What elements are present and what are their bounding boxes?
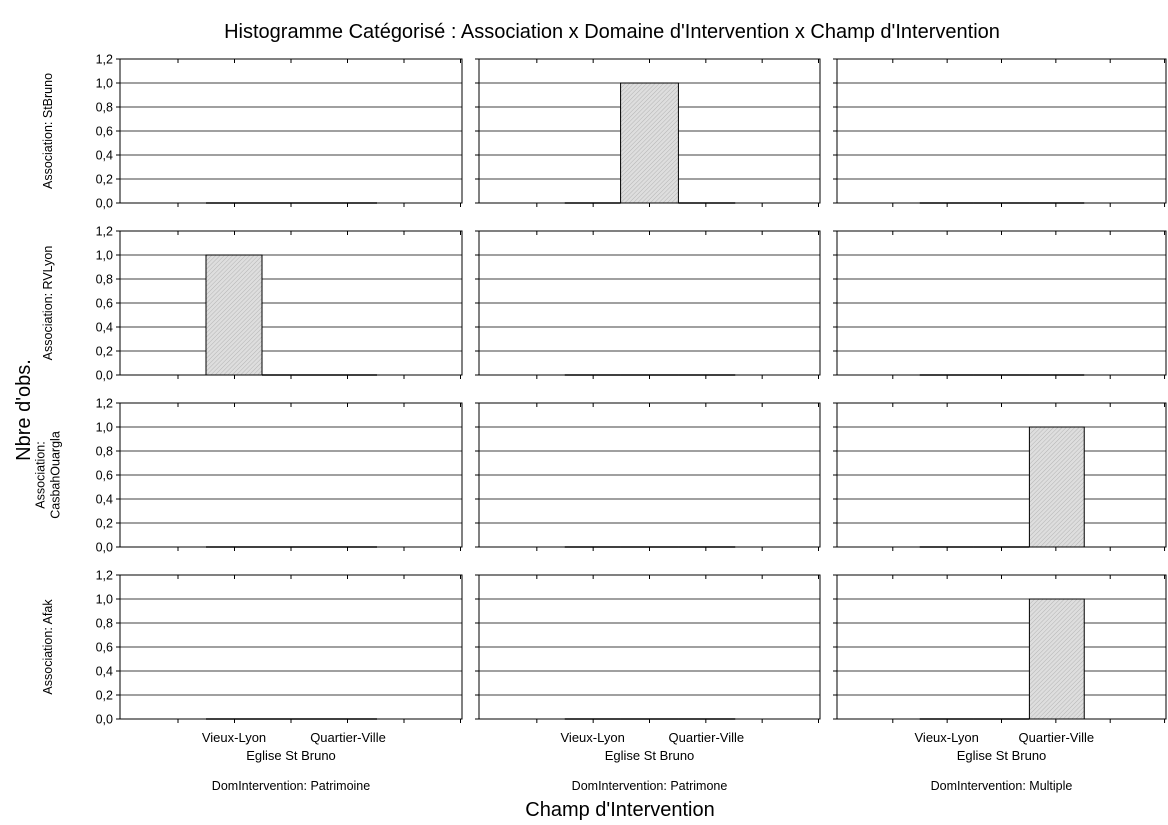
- x-axis-title: Champ d'Intervention: [525, 799, 714, 821]
- chart-title: Histogramme Catégorisé : Association x D…: [224, 21, 1000, 43]
- x-category-label: Eglise St Bruno: [605, 748, 695, 763]
- y-tick-label: 1,0: [96, 593, 113, 607]
- row-label: Association: Afak: [41, 599, 55, 695]
- y-tick-label: 1,2: [96, 53, 113, 67]
- y-tick-label: 0,2: [96, 517, 113, 531]
- x-category-label: Eglise St Bruno: [957, 748, 1047, 763]
- y-tick-label: 0,6: [96, 297, 113, 311]
- y-axis-title: Nbre d'obs.: [13, 359, 35, 461]
- y-tick-label: 0,0: [96, 713, 113, 727]
- y-tick-label: 0,4: [96, 321, 113, 335]
- row-label: Association: RVLyon: [41, 246, 55, 361]
- row-label: Association: StBruno: [41, 73, 55, 189]
- row-label: CasbahOuargla: [49, 431, 63, 519]
- y-tick-label: 0,8: [96, 617, 113, 631]
- panels-group: 0,0 0,2 0,4 0,6 0,8 1,0 1,2 Association: StBrun…: [34, 53, 1167, 793]
- y-tick-label: 0,0: [96, 197, 113, 211]
- y-tick-label: 1,2: [96, 225, 113, 239]
- y-tick-label: 0,6: [96, 125, 113, 139]
- x-category-label: Quartier-Ville: [1019, 730, 1095, 745]
- y-tick-label: 1,0: [96, 77, 113, 91]
- x-category-label: Vieux-Lyon: [561, 730, 625, 745]
- bar: [1028, 598, 1085, 720]
- y-tick-label: 0,8: [96, 101, 113, 115]
- y-tick-label: 0,4: [96, 493, 113, 507]
- y-tick-label: 0,4: [96, 149, 113, 163]
- y-tick-label: 0,2: [96, 689, 113, 703]
- y-tick-label: 0,0: [96, 369, 113, 383]
- bar: [1028, 426, 1085, 548]
- x-category-label: Vieux-Lyon: [915, 730, 979, 745]
- y-tick-label: 0,0: [96, 541, 113, 555]
- x-category-label: Quartier-Ville: [669, 730, 745, 745]
- y-tick-label: 0,6: [96, 641, 113, 655]
- y-tick-label: 1,0: [96, 421, 113, 435]
- bar: [205, 254, 263, 376]
- y-tick-label: 0,8: [96, 445, 113, 459]
- y-tick-label: 1,2: [96, 569, 113, 583]
- y-tick-label: 0,8: [96, 273, 113, 287]
- y-tick-label: 1,2: [96, 397, 113, 411]
- x-category-label: Quartier-Ville: [310, 730, 386, 745]
- y-tick-label: 0,2: [96, 345, 113, 359]
- y-tick-label: 0,2: [96, 173, 113, 187]
- column-label: DomIntervention: Multiple: [931, 779, 1073, 793]
- x-category-label: Vieux-Lyon: [202, 730, 266, 745]
- bar: [620, 82, 679, 204]
- column-label: DomIntervention: Patrimoine: [212, 779, 370, 793]
- y-tick-label: 0,4: [96, 665, 113, 679]
- y-tick-label: 1,0: [96, 249, 113, 263]
- row-label: Association:: [34, 441, 48, 508]
- y-tick-label: 0,6: [96, 469, 113, 483]
- column-label: DomIntervention: Patrimone: [572, 779, 728, 793]
- x-category-label: Eglise St Bruno: [246, 748, 336, 763]
